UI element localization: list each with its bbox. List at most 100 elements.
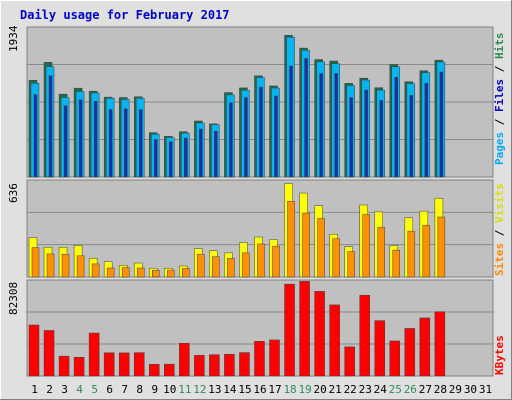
x-tick-label: 8 — [136, 383, 143, 396]
files-bar — [33, 94, 38, 178]
sites-bar — [437, 216, 446, 278]
sites-bar — [407, 230, 416, 278]
x-tick-label: 24 — [374, 383, 388, 396]
x-tick-label: 30 — [464, 383, 477, 396]
kbytes-bar — [434, 311, 446, 377]
sites-label: Sites — [493, 243, 506, 276]
kbytes-bar — [73, 356, 85, 377]
sites-bar — [227, 258, 235, 278]
x-tick-label: 17 — [268, 383, 281, 396]
files-bar — [48, 75, 53, 178]
files-label: Files — [493, 79, 506, 112]
kbytes-bar — [284, 283, 295, 377]
sites-bar — [347, 251, 355, 278]
kbytes-bar — [404, 328, 416, 377]
sites-bar — [152, 269, 160, 278]
sites-bar — [362, 214, 370, 278]
kbytes-bar — [209, 354, 220, 377]
sites-bar — [272, 245, 280, 278]
files-bar — [394, 77, 399, 178]
kbytes-bar — [103, 352, 115, 377]
kbytes-bar — [239, 352, 250, 377]
visits-ymax-label: 636 — [7, 183, 20, 203]
files-bar — [379, 100, 383, 178]
kbytes-bar — [359, 294, 370, 377]
visits-label: Visits — [493, 183, 506, 223]
x-tick-label: 1 — [31, 383, 38, 396]
kbytes-bar — [194, 355, 205, 377]
sites-bar — [317, 218, 325, 278]
files-bar — [154, 139, 158, 178]
kbytes-bar — [269, 339, 280, 377]
x-tick-label: 28 — [434, 383, 447, 396]
sites-bar — [61, 254, 70, 278]
kbytes-bar — [389, 340, 401, 377]
x-tick-label: 19 — [298, 383, 311, 396]
hits-panel — [26, 26, 494, 178]
sites-bar — [136, 267, 145, 278]
sites-bar — [377, 227, 385, 278]
sites-bar — [242, 252, 250, 278]
sites-bar — [91, 263, 100, 278]
files-bar — [364, 89, 368, 178]
sites-bar — [197, 253, 205, 278]
kbytes-bar — [314, 291, 325, 377]
kbytes-bar — [254, 341, 265, 377]
x-tick-label: 16 — [253, 383, 266, 396]
x-tick-label: 13 — [208, 383, 221, 396]
x-tick-label: 15 — [238, 383, 251, 396]
files-bar — [93, 101, 98, 178]
separator-slash: / — [493, 112, 506, 132]
x-tick-label: 4 — [76, 383, 83, 396]
x-tick-label: 20 — [314, 383, 327, 396]
files-bar — [409, 95, 414, 178]
x-tick-label: 18 — [283, 383, 296, 396]
hits-panel-label: Pages / Files / Hits — [493, 33, 506, 166]
hits-ymax-label: 1934 — [7, 25, 20, 52]
x-tick-label: 31 — [479, 383, 492, 396]
files-bar — [229, 102, 233, 178]
files-bar — [274, 95, 278, 178]
sites-bar — [121, 267, 130, 278]
kbytes-bar — [344, 346, 355, 377]
kbytes-bar — [224, 353, 235, 377]
kbytes-panel-label: KBytes — [493, 335, 506, 375]
kbytes-bar — [149, 364, 160, 377]
kbytes-panel — [26, 279, 494, 377]
files-bar — [169, 141, 173, 178]
files-bar — [424, 83, 429, 178]
sites-bar — [106, 267, 115, 278]
sites-bar — [182, 268, 190, 278]
sites-bar — [31, 247, 40, 278]
x-tick-label: 26 — [404, 383, 417, 396]
kbytes-bar — [88, 332, 100, 377]
x-tick-label: 7 — [121, 383, 128, 396]
files-bar — [289, 65, 293, 178]
x-tick-label: 27 — [419, 383, 432, 396]
kbytes-bar — [329, 304, 340, 377]
sites-bar — [212, 256, 220, 278]
x-tick-label: 21 — [329, 383, 342, 396]
x-tick-label: 29 — [449, 383, 462, 396]
files-bar — [78, 99, 83, 178]
x-tick-label: 22 — [344, 383, 357, 396]
sites-bar — [302, 212, 310, 278]
files-bar — [63, 105, 68, 178]
sites-bar — [167, 269, 175, 278]
files-bar — [199, 128, 203, 178]
files-bar — [304, 58, 308, 178]
kbytes-bar — [299, 281, 310, 377]
kbytes-bar — [133, 352, 145, 377]
sites-bar — [46, 253, 55, 278]
x-tick-label: 11 — [178, 383, 191, 396]
visits-panel-label: Sites / Visits — [493, 183, 506, 276]
x-axis: 1 2 3 4 5 6 7 8 9 10 11 12 13 14 15 16 17 18 19 20 21 22 23 24 2… — [31, 383, 492, 396]
kbytes-bar — [374, 320, 385, 377]
sites-bar — [332, 238, 340, 278]
kbytes-bar — [179, 343, 190, 377]
files-bar — [184, 137, 188, 178]
kbytes-bar — [58, 355, 70, 377]
x-tick-label: 6 — [106, 383, 113, 396]
kbytes-bar — [118, 352, 130, 377]
